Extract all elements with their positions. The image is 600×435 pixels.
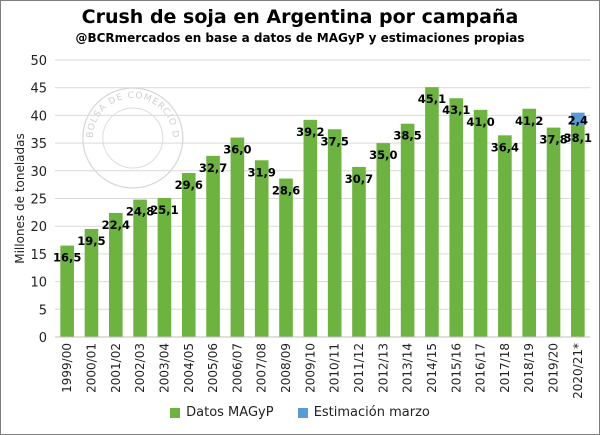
data-label-magyp: 43,1 xyxy=(442,103,470,117)
bar-magyp xyxy=(206,155,220,337)
data-label-magyp: 37,8 xyxy=(539,133,567,147)
x-tick-label: 2019/20 xyxy=(547,343,561,393)
x-tick-label: 2017/18 xyxy=(498,343,512,393)
x-tick-label: 2015/16 xyxy=(449,343,463,393)
data-label-magyp: 28,6 xyxy=(272,184,300,198)
x-tick-label: 2006/07 xyxy=(230,343,244,393)
x-tick-label: 2018/19 xyxy=(522,343,536,393)
legend-item-magyp: Datos MAGyP xyxy=(170,405,274,420)
data-label-magyp: 25,1 xyxy=(150,203,178,217)
bar-magyp xyxy=(571,125,585,338)
bar-magyp xyxy=(498,135,512,337)
data-label-magyp: 36,0 xyxy=(223,143,251,157)
y-axis-label: Millones de toneladas xyxy=(13,133,27,264)
data-label-magyp: 31,9 xyxy=(248,165,276,179)
bar-magyp xyxy=(60,245,74,337)
y-tick-label: 20 xyxy=(30,220,47,235)
chart-title: Crush de soja en Argentina por campaña xyxy=(81,6,519,28)
x-tick-label: 2014/15 xyxy=(425,343,439,393)
bar-magyp xyxy=(327,129,342,337)
data-label-magyp: 41,2 xyxy=(515,114,543,128)
x-tick-label: 2004/05 xyxy=(182,343,196,393)
x-tick-label: 2008/09 xyxy=(279,343,293,393)
bar-chart: BOLSA DE COMERCIO DE ROSARIO 0 5 10 15 20 25 30… xyxy=(0,0,592,399)
y-tick-label: 0 xyxy=(39,331,47,346)
data-label-magyp: 35,0 xyxy=(369,148,397,162)
bar-magyp xyxy=(546,127,561,337)
legend: Datos MAGyP Estimación marzo xyxy=(0,405,600,422)
bar-magyp xyxy=(473,109,488,337)
y-tick-label: 45 xyxy=(30,82,47,97)
data-label-estimacion: 2,4 xyxy=(568,114,588,128)
x-tick-label: 2001/02 xyxy=(109,343,123,393)
bar-magyp xyxy=(230,137,245,337)
bar-magyp xyxy=(352,166,366,337)
bar-magyp xyxy=(254,160,269,337)
bar-magyp xyxy=(279,178,293,337)
bar-magyp xyxy=(108,212,123,337)
data-label-magyp: 32,7 xyxy=(199,161,227,175)
data-label-magyp: 19,5 xyxy=(77,234,105,248)
bar-magyp xyxy=(84,228,99,337)
y-tick-label: 40 xyxy=(30,109,47,124)
bar-magyp xyxy=(133,199,147,337)
x-tick-label: 1999/00 xyxy=(60,343,74,393)
y-tick-label: 30 xyxy=(30,165,47,180)
bar-magyp xyxy=(181,173,196,337)
bar-magyp xyxy=(400,123,415,338)
watermark-text: BOLSA DE COMERCIO DE ROSARIO xyxy=(0,0,180,139)
chart-subtitle: @BCRmercados en base a datos de MAGyP y … xyxy=(75,31,525,45)
bar-magyp xyxy=(449,98,464,337)
data-label-magyp: 36,4 xyxy=(491,140,519,154)
watermark-seal-inner xyxy=(102,107,164,169)
legend-swatch-estimacion xyxy=(297,407,308,418)
legend-label-estimacion: Estimación marzo xyxy=(313,405,430,420)
legend-item-estimacion: Estimación marzo xyxy=(297,405,430,420)
data-label-magyp: 41,0 xyxy=(466,115,494,129)
legend-label-magyp: Datos MAGyP xyxy=(186,405,274,420)
data-label-magyp: 45,1 xyxy=(418,92,446,106)
y-tick-label: 35 xyxy=(30,137,47,152)
y-tick-label: 5 xyxy=(39,303,47,318)
data-label-magyp: 22,4 xyxy=(102,218,130,232)
x-tick-label: 2013/14 xyxy=(401,343,415,393)
data-label-magyp: 29,6 xyxy=(175,178,203,192)
x-tick-label: 2011/12 xyxy=(352,343,366,393)
data-label-magyp: 38,5 xyxy=(393,129,421,143)
legend-swatch-magyp xyxy=(170,407,181,418)
x-tick-label: 2000/01 xyxy=(84,343,98,393)
x-tick-label: 2005/06 xyxy=(206,343,220,393)
x-tick-label: 2007/08 xyxy=(255,343,269,393)
data-label-magyp: 37,5 xyxy=(320,134,348,148)
bar-magyp xyxy=(303,119,318,337)
x-tick-label: 2020/21* xyxy=(571,343,585,399)
y-tick-label: 25 xyxy=(30,193,47,208)
x-tick-label: 2003/04 xyxy=(157,343,171,393)
x-tick-label: 2012/13 xyxy=(376,343,390,393)
data-label-magyp: 39,2 xyxy=(296,125,324,139)
watermark-seal xyxy=(82,87,184,189)
y-tick-label: 50 xyxy=(30,54,47,69)
x-tick-label: 2009/10 xyxy=(303,343,317,393)
data-label-magyp: 16,5 xyxy=(53,251,81,265)
data-label-magyp: 24,8 xyxy=(126,205,154,219)
x-tick-label: 2010/11 xyxy=(328,343,342,393)
bar-magyp xyxy=(522,108,537,337)
y-tick-label: 15 xyxy=(30,248,47,263)
x-tick-label: 2016/17 xyxy=(474,343,488,393)
bar-estimacion xyxy=(571,112,585,126)
bar-magyp xyxy=(425,87,439,337)
data-label-magyp: 30,7 xyxy=(345,172,373,186)
x-tick-label: 2002/03 xyxy=(133,343,147,393)
data-label-magyp: 38,1 xyxy=(564,131,592,145)
bar-magyp xyxy=(376,143,391,337)
y-tick-label: 10 xyxy=(30,276,47,291)
bar-magyp xyxy=(157,197,172,337)
